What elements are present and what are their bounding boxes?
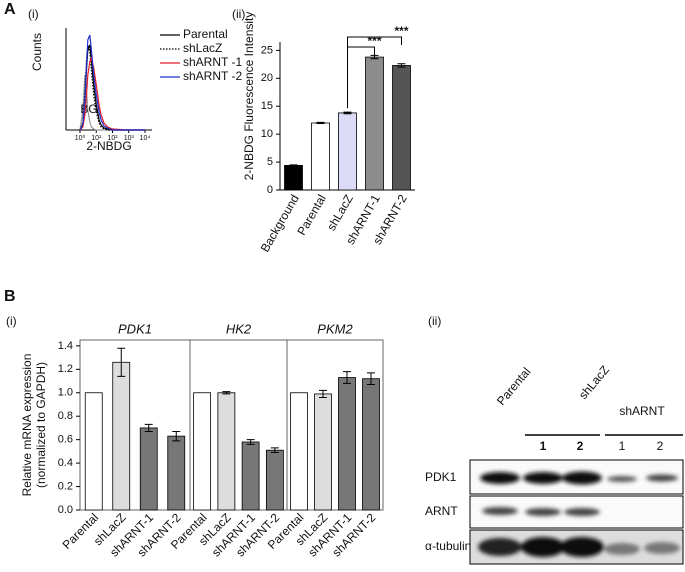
bar: [290, 392, 308, 511]
legend-label: shARNT -2: [183, 69, 242, 83]
series-line: [79, 55, 145, 131]
y-tick-label: 10: [261, 128, 273, 140]
row-label: PDK1: [425, 470, 457, 484]
y-tick-label: 0.8: [58, 410, 73, 422]
y-axis-label: Relative mRNA expression: [20, 354, 34, 497]
bar: [338, 112, 357, 191]
error-bar: [246, 439, 255, 445]
significance-label: ***: [367, 34, 381, 48]
subpanel-label: (i): [6, 314, 17, 328]
panel-title: PKM2: [317, 321, 353, 336]
series-line: [79, 44, 145, 131]
lane-label: shLacZ: [576, 363, 612, 402]
lane-label: Parental: [494, 365, 533, 408]
y-tick-label: 0.0: [58, 504, 73, 516]
error-bar: [222, 391, 231, 395]
y-tick-label: 0.6: [58, 434, 73, 446]
error-bar: [270, 447, 279, 454]
y-tick-label: 1.4: [58, 340, 73, 352]
panel-label: A: [4, 1, 16, 18]
y-tick-label: 0.4: [58, 457, 73, 469]
y-axis-label: Counts: [30, 33, 44, 71]
error-bar: [397, 63, 406, 68]
y-tick-label: 0.2: [58, 480, 73, 492]
legend-label: shARNT -1: [183, 55, 242, 69]
lane-number: 2: [657, 439, 664, 453]
lane-label: shARNT: [619, 404, 665, 418]
x-axis-label: 2-NBDG: [86, 139, 131, 153]
row-label: α-tubulin: [425, 539, 471, 553]
x-tick-label: 10¹: [91, 135, 102, 142]
significance-bracket: [347, 36, 402, 109]
bar: [265, 449, 284, 511]
error-bar: [343, 111, 352, 115]
y-tick-label: 0: [267, 184, 273, 196]
x-tick-label: 10⁴: [140, 135, 151, 142]
x-tick-label: Background: [258, 192, 302, 254]
bar: [193, 392, 212, 511]
bar: [311, 122, 330, 191]
series-line: [79, 34, 145, 131]
bar: [139, 427, 158, 511]
y-tick-label: 1.2: [58, 363, 73, 375]
error-bar: [319, 389, 327, 398]
bands: [478, 471, 680, 557]
x-tick-label: 10²: [107, 135, 118, 142]
row-label: ARNT: [425, 504, 458, 518]
bar: [338, 377, 356, 511]
bar: [362, 378, 380, 511]
bar: [241, 441, 260, 511]
western-blot: Parental shLacZ shARNT 1 2 1 2 PDK1 ARNT…: [425, 363, 684, 565]
error-bar: [117, 347, 126, 377]
error-bar: [370, 54, 379, 60]
error-bar: [343, 371, 351, 384]
y-tick-label: 25: [261, 44, 273, 56]
x-tick-label: Parental: [60, 510, 102, 552]
significance-label: ***: [394, 24, 408, 38]
lane-number: 1: [619, 439, 626, 453]
bar: [217, 392, 236, 511]
y-axis-label: (normalized to GAPDH): [34, 362, 48, 488]
y-tick-label: 15: [261, 100, 273, 112]
y-tick-label: 20: [261, 72, 273, 84]
x-tick-label: 10⁰: [75, 134, 86, 142]
bar: [167, 435, 186, 511]
error-bar: [289, 164, 298, 167]
panel-title: HK2: [226, 321, 252, 336]
error-bar: [316, 121, 325, 125]
series-line: [79, 44, 145, 131]
bar: [392, 65, 411, 191]
lane-number: 1: [540, 439, 547, 453]
bar: [314, 393, 332, 511]
error-bar: [172, 430, 181, 442]
panel-title: PDK1: [118, 321, 152, 336]
x-tick-label: 10³: [124, 135, 135, 142]
plot-frame: [286, 339, 384, 511]
subpanel-label: (ii): [232, 7, 245, 21]
y-tick-label: 5: [267, 156, 273, 168]
bar: [112, 361, 131, 511]
y-axis-label: 2-NBDG Fluorescence Intensity: [242, 12, 256, 181]
error-bar: [144, 423, 153, 432]
bar: [365, 56, 384, 191]
y-tick-label: 1.0: [58, 387, 73, 399]
subpanel-label: (i): [28, 7, 39, 21]
panel-label: B: [4, 288, 16, 305]
bar: [84, 392, 103, 511]
error-bar: [367, 372, 375, 386]
lane-number: 2: [577, 439, 584, 453]
legend-label: shLacZ: [183, 41, 222, 55]
legend-label: Parental: [183, 27, 228, 41]
subpanel-label: (ii): [428, 314, 441, 328]
bar: [284, 165, 303, 191]
